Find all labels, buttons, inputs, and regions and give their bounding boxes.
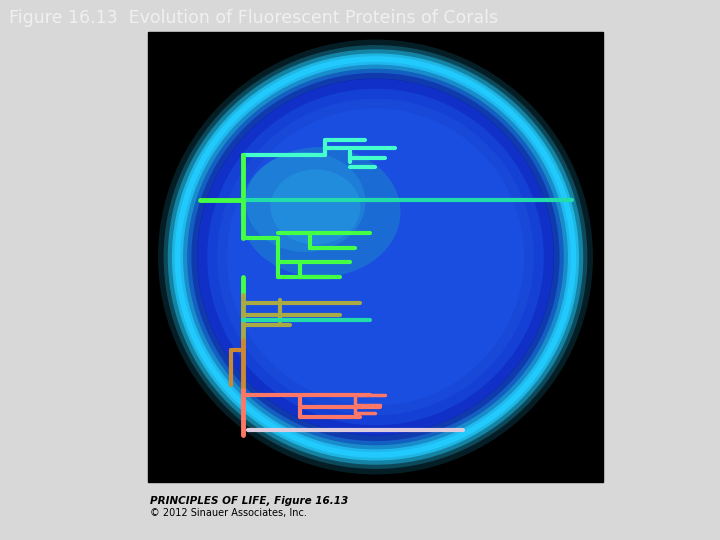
Ellipse shape (246, 152, 366, 252)
Ellipse shape (207, 89, 544, 426)
Text: Figure 16.13  Evolution of Fluorescent Proteins of Corals: Figure 16.13 Evolution of Fluorescent Pr… (9, 9, 498, 26)
Ellipse shape (227, 109, 524, 406)
Ellipse shape (197, 79, 554, 435)
Ellipse shape (217, 99, 534, 415)
Ellipse shape (271, 170, 361, 245)
Text: © 2012 Sinauer Associates, Inc.: © 2012 Sinauer Associates, Inc. (150, 508, 307, 518)
Ellipse shape (187, 69, 564, 445)
Bar (148, 32, 603, 482)
Ellipse shape (178, 59, 574, 455)
Ellipse shape (240, 147, 400, 277)
Text: PRINCIPLES OF LIFE, Figure 16.13: PRINCIPLES OF LIFE, Figure 16.13 (150, 496, 348, 506)
